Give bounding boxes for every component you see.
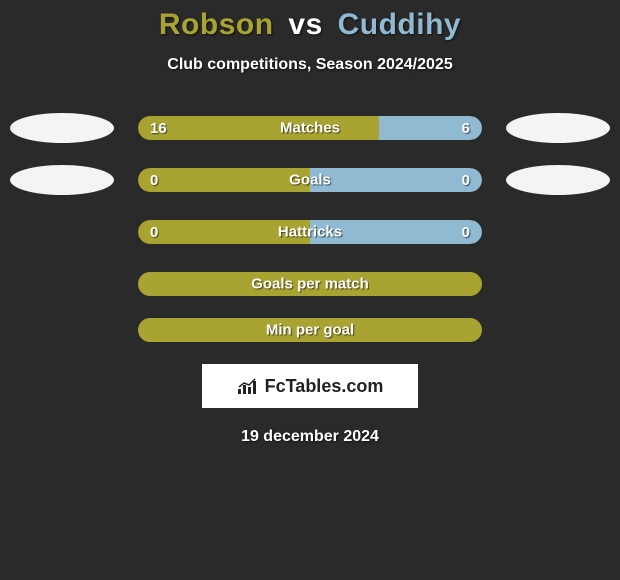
- stat-label: Min per goal: [266, 322, 354, 339]
- stat-bar-left: 16: [138, 116, 379, 140]
- stat-label: Goals per match: [251, 276, 369, 293]
- player2-badge: [506, 113, 610, 143]
- player2-name: Cuddihy: [338, 8, 462, 41]
- stat-label: Matches: [280, 120, 340, 137]
- stat-label: Goals: [289, 172, 331, 189]
- player2-badge: [506, 165, 610, 195]
- stat-value-left: 0: [138, 224, 170, 241]
- stat-value-left: 0: [138, 172, 170, 189]
- stat-row: 16 6 Matches: [0, 116, 620, 140]
- stat-bar: Goals per match: [138, 272, 482, 296]
- logo-container: FcTables.com: [0, 364, 620, 408]
- page-title: Robson vs Cuddihy: [0, 8, 620, 42]
- stat-bar-right: 0: [310, 168, 482, 192]
- chart-icon: [237, 377, 259, 395]
- stat-value-right: 0: [450, 172, 482, 189]
- stat-row: 0 0 Hattricks: [0, 220, 620, 244]
- stat-bar: 0 0 Hattricks: [138, 220, 482, 244]
- stat-row: Goals per match: [0, 272, 620, 296]
- player1-badge: [10, 113, 114, 143]
- player1-name: Robson: [159, 8, 274, 41]
- vs-label: vs: [288, 8, 322, 41]
- stat-value-right: 0: [450, 224, 482, 241]
- subtitle: Club competitions, Season 2024/2025: [0, 56, 620, 74]
- stat-bar-left: 0: [138, 168, 310, 192]
- stat-bar: Min per goal: [138, 318, 482, 342]
- stats-rows: 16 6 Matches 0 0 Goals 0 0 Hattricks Goals per ma…: [0, 116, 620, 342]
- date-label: 19 december 2024: [0, 428, 620, 446]
- logo-text: FcTables.com: [265, 376, 384, 397]
- stat-value-right: 6: [450, 120, 482, 137]
- stat-bar-right: 6: [379, 116, 482, 140]
- fctables-logo[interactable]: FcTables.com: [202, 364, 418, 408]
- stat-bar: 16 6 Matches: [138, 116, 482, 140]
- stat-row: 0 0 Goals: [0, 168, 620, 192]
- stat-label: Hattricks: [278, 224, 342, 241]
- stat-row: Min per goal: [0, 318, 620, 342]
- stat-value-left: 16: [138, 120, 179, 137]
- comparison-card: Robson vs Cuddihy Club competitions, Sea…: [0, 0, 620, 446]
- stat-bar: 0 0 Goals: [138, 168, 482, 192]
- player1-badge: [10, 165, 114, 195]
